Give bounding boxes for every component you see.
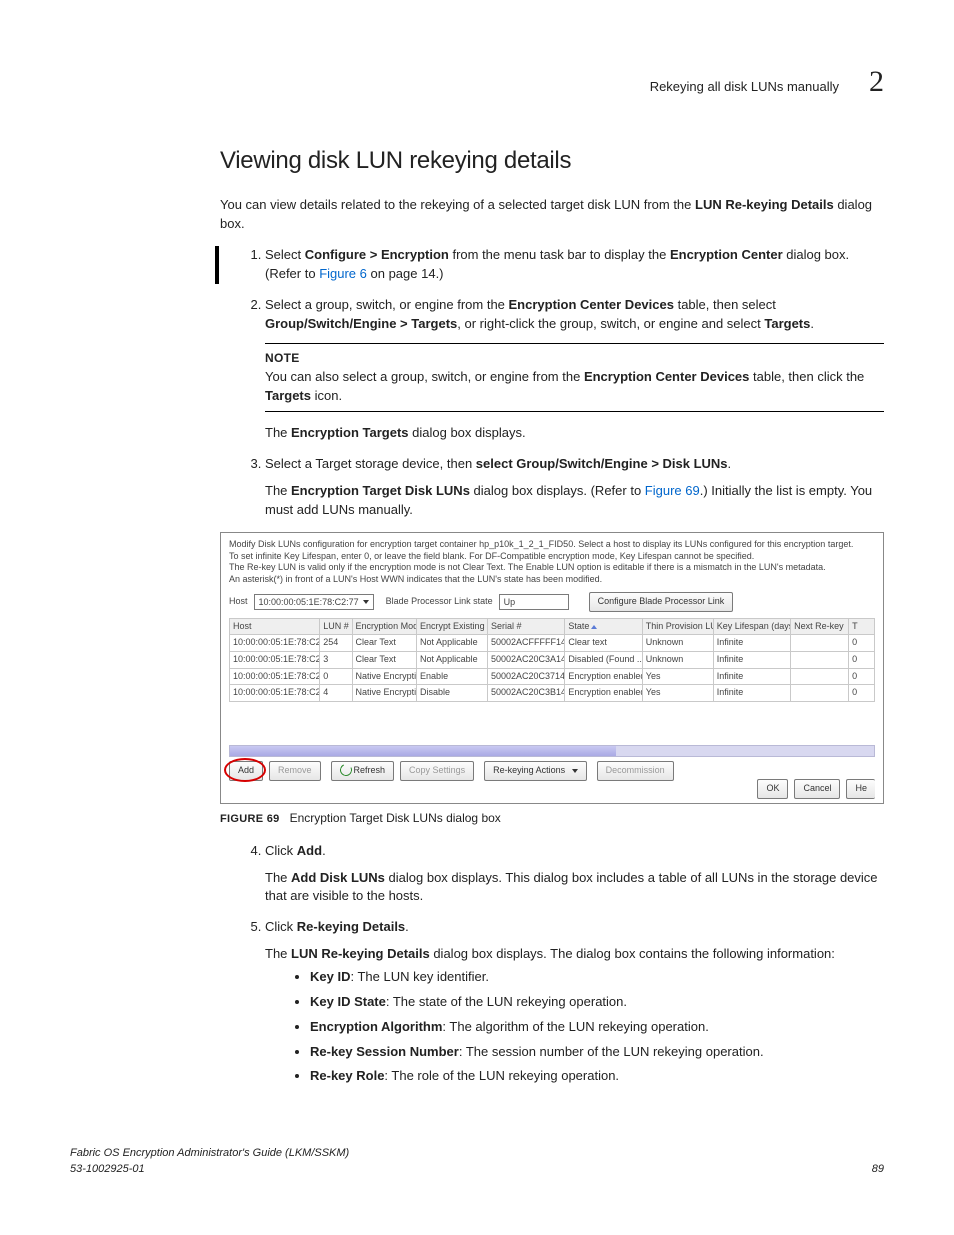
intro-paragraph: You can view details related to the reke… [220,196,884,234]
rekeying-actions-dropdown[interactable]: Re-keying Actions [484,761,587,781]
col-header[interactable]: Encrypt Existing Data [417,618,488,635]
step-4: Click Add. The Add Disk LUNs dialog box … [265,842,884,907]
col-header[interactable]: Encryption Mode [352,618,417,635]
page-number: 89 [872,1162,884,1178]
chapter-number: 2 [869,60,884,104]
col-header[interactable]: T [849,618,875,635]
dialog-screenshot: Modify Disk LUNs configuration for encry… [220,532,884,804]
details-bullet-list: Key ID: The LUN key identifier. Key ID St… [265,968,884,1086]
col-header[interactable]: LUN # [320,618,352,635]
decommission-button[interactable]: Decommission [597,761,674,781]
lun-table: HostLUN #Encryption ModeEncrypt Existing… [229,618,875,702]
ok-button[interactable]: OK [757,779,788,799]
step-3: Select a Target storage device, then sel… [265,455,884,520]
cancel-button[interactable]: Cancel [794,779,840,799]
step-3-detail: The Encryption Target Disk LUNs dialog b… [265,482,884,520]
table-row[interactable]: 10:00:00:05:1E:78:C2:774Native Encryptio… [230,685,875,702]
col-header[interactable]: Next Re-key [791,618,849,635]
figure6-link[interactable]: Figure 6 [319,266,367,281]
copy-settings-button[interactable]: Copy Settings [400,761,474,781]
table-row[interactable]: 10:00:00:05:1E:78:C2:77254Clear TextNot … [230,635,875,652]
bpl-label: Blade Processor Link state [386,596,493,608]
bpl-state: Up [499,594,569,610]
page-header: Rekeying all disk LUNs manually 2 [70,60,884,104]
col-header[interactable]: Thin Provision LUN [642,618,713,635]
list-item: Key ID State: The state of the LUN rekey… [310,993,884,1012]
refresh-button[interactable]: Refresh [331,761,395,781]
list-item: Re-key Session Number: The session numbe… [310,1043,884,1062]
step-2: Select a group, switch, or engine from t… [265,296,884,444]
list-item: Key ID: The LUN key identifier. [310,968,884,987]
horizontal-scrollbar[interactable] [229,745,875,757]
host-label: Host [229,596,248,608]
chevron-down-icon [363,600,369,604]
procedure-list-cont: Click Add. The Add Disk LUNs dialog box … [220,842,884,1086]
note-label: NOTE [265,350,884,367]
remove-button[interactable]: Remove [269,761,321,781]
table-row[interactable]: 10:00:00:05:1E:78:C2:770Native Encryptio… [230,668,875,685]
configure-bpl-button[interactable]: Configure Blade Processor Link [589,592,734,612]
section-title: Viewing disk LUN rekeying details [220,144,884,179]
page-footer: Fabric OS Encryption Administrator's Gui… [70,1146,884,1178]
change-bar: Select Configure > Encryption from the m… [215,246,884,284]
note-body: You can also select a group, switch, or … [265,368,884,406]
refresh-icon [338,763,353,778]
list-item: Re-key Role: The role of the LUN rekeyin… [310,1067,884,1086]
list-item: Encryption Algorithm: The algorithm of t… [310,1018,884,1037]
step-5: Click Re-keying Details. The LUN Re-keyi… [265,918,884,1086]
col-header[interactable]: Host [230,618,320,635]
dlg-instructions: Modify Disk LUNs configuration for encry… [229,539,875,586]
dlg-button-row: Add Remove Refresh Copy Settings Re-keyi… [229,761,875,781]
step-5-detail: The LUN Re-keying Details dialog box dis… [265,945,884,964]
step-4-detail: The Add Disk LUNs dialog box displays. T… [265,869,884,907]
col-header[interactable]: Key Lifespan (days) [713,618,790,635]
help-button[interactable]: He [846,779,875,799]
step-1: Select Configure > Encryption from the m… [265,246,884,284]
host-dropdown[interactable]: 10:00:00:05:1E:78:C2:77 [254,594,374,610]
table-row[interactable]: 10:00:00:05:1E:78:C2:773Clear TextNot Ap… [230,651,875,668]
dlg-host-row: Host 10:00:00:05:1E:78:C2:77 Blade Proce… [229,592,875,612]
after-note: The Encryption Targets dialog box displa… [265,424,884,443]
add-button[interactable]: Add [229,761,263,781]
scroll-thumb[interactable] [230,746,616,756]
figure-caption: FIGURE 69 Encryption Target Disk LUNs di… [220,810,884,828]
footer-left: Fabric OS Encryption Administrator's Gui… [70,1146,349,1178]
procedure-list: Select Configure > Encryption from the m… [220,246,884,520]
col-header[interactable]: Serial # [487,618,564,635]
chevron-down-icon [572,769,578,773]
dlg-footer-buttons: OK Cancel He [757,779,875,799]
running-title: Rekeying all disk LUNs manually [650,78,839,97]
figure69-link[interactable]: Figure 69 [645,483,700,498]
note-box: NOTE You can also select a group, switch… [265,343,884,412]
col-header[interactable]: State [565,618,642,635]
